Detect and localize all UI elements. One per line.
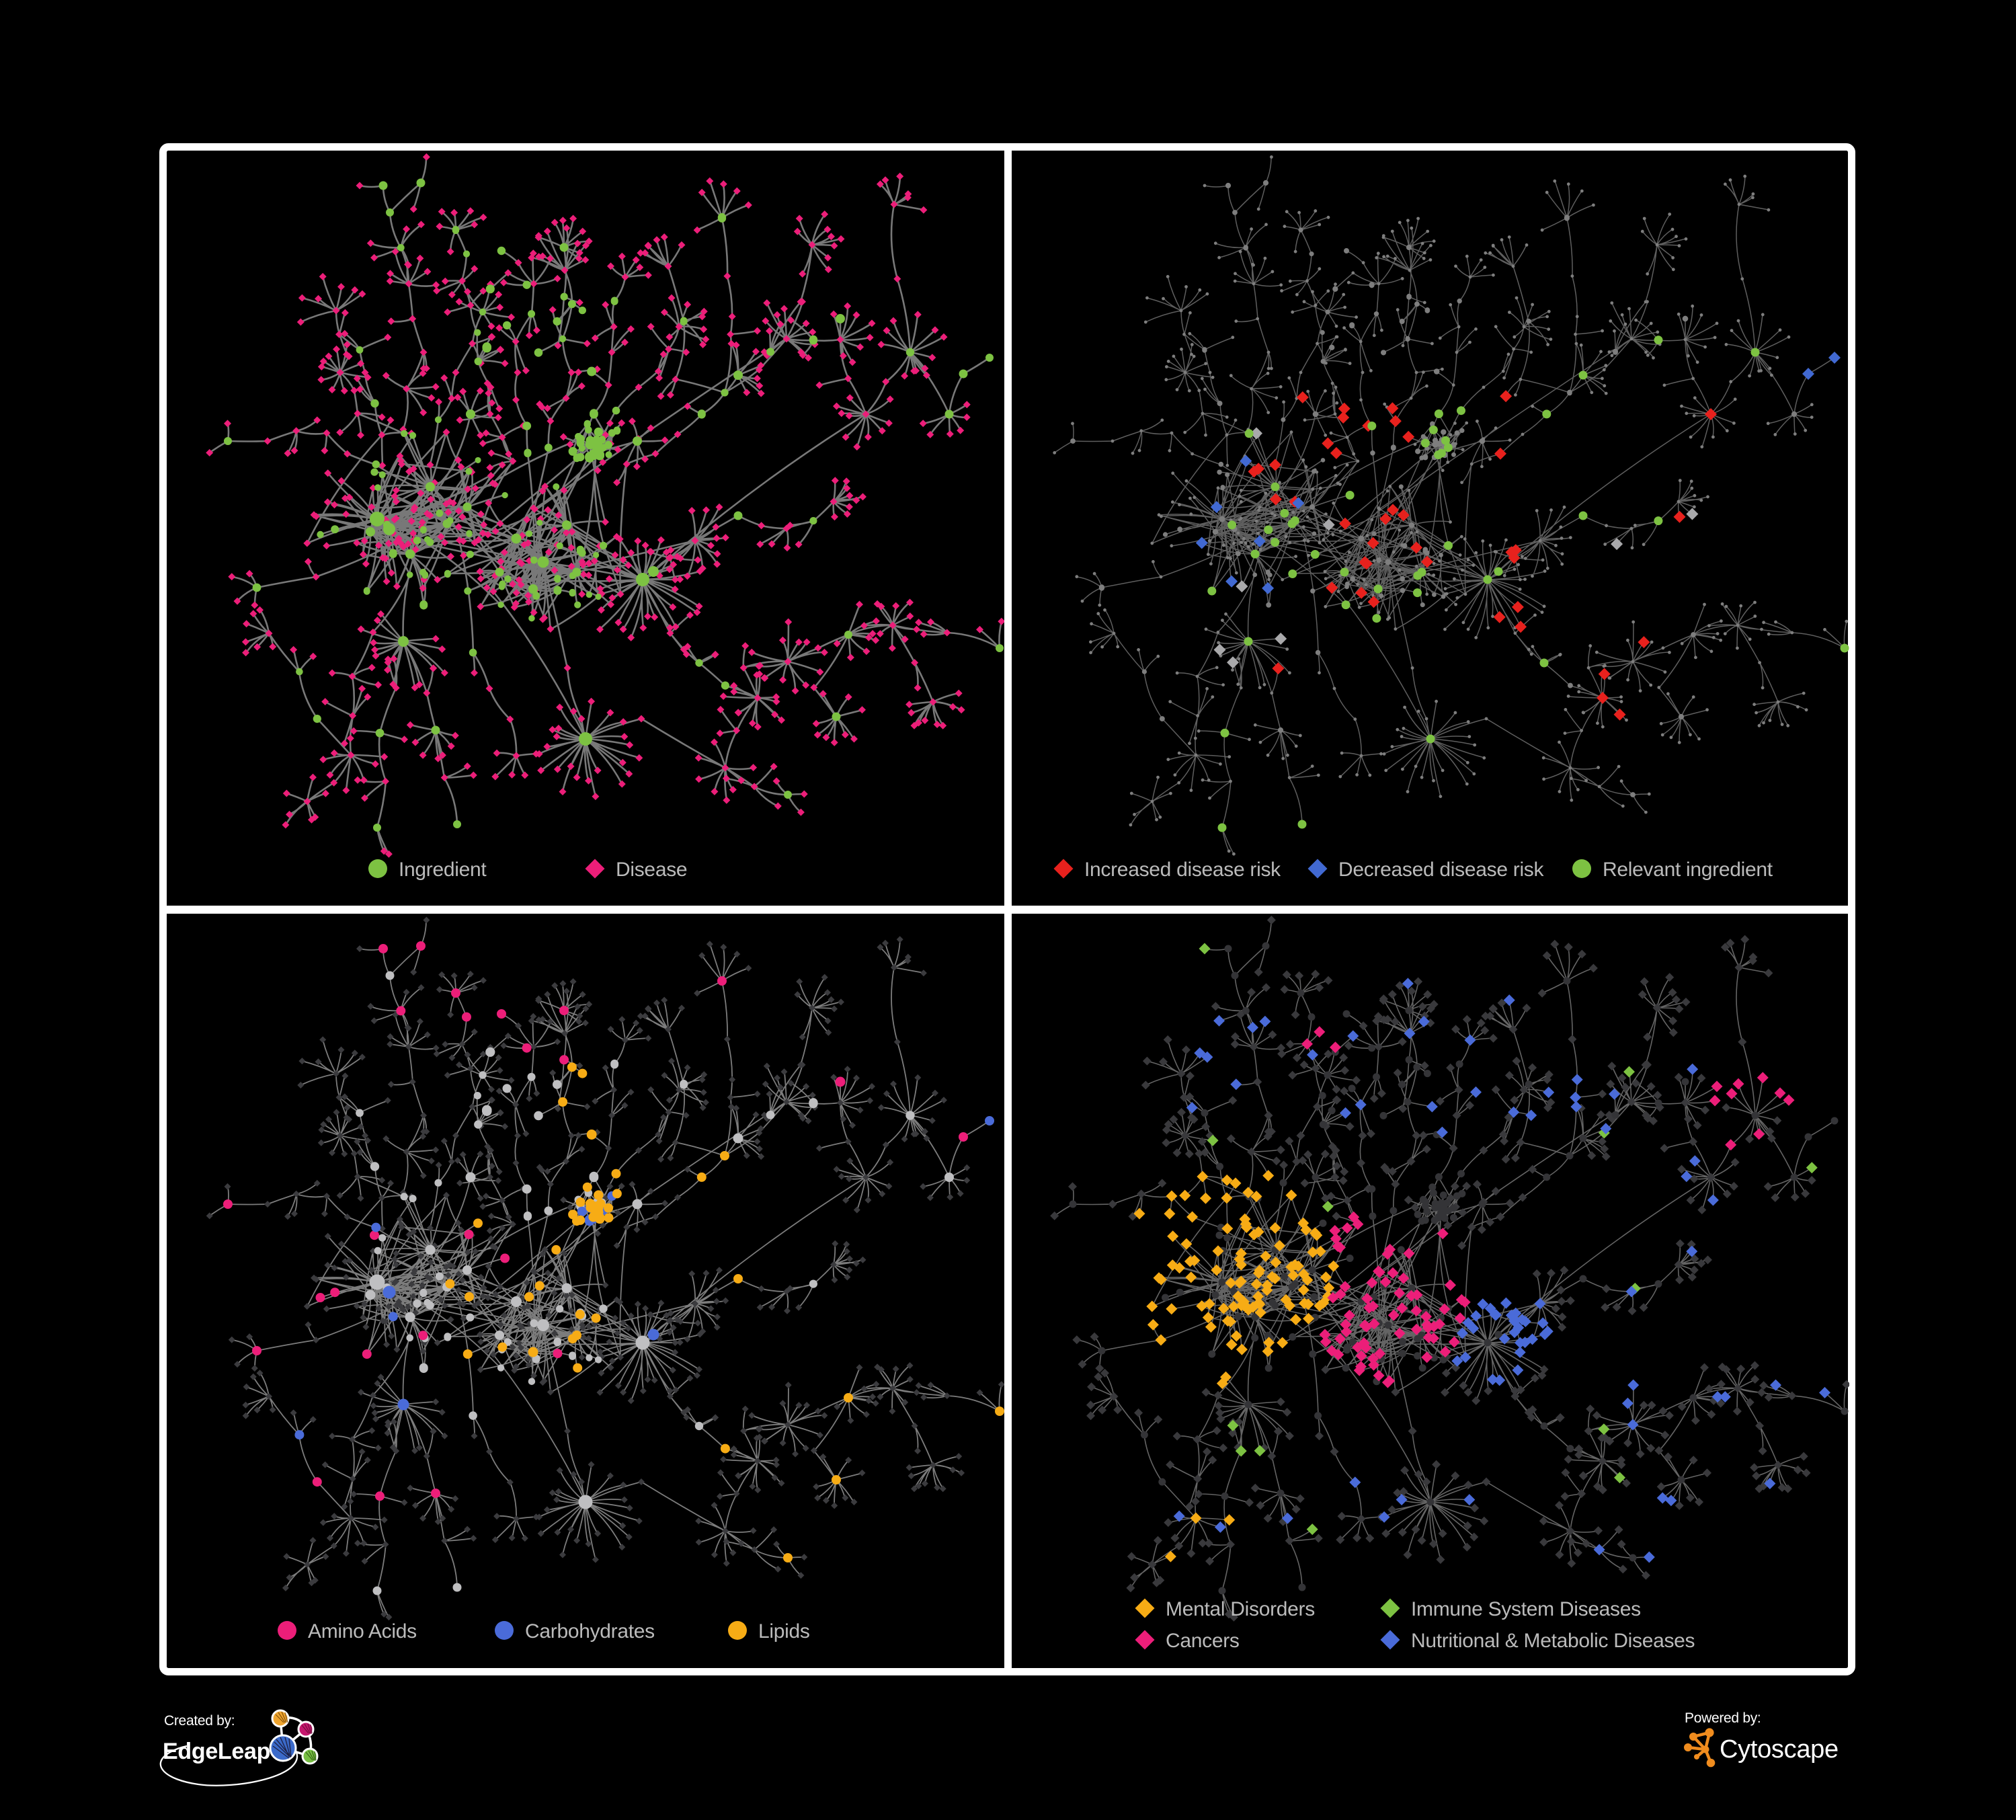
svg-text:Cytoscape: Cytoscape: [1720, 1735, 1839, 1764]
svg-text:Decreased disease risk: Decreased disease risk: [1338, 859, 1545, 881]
svg-text:Ingredient: Ingredient: [399, 859, 487, 881]
svg-text:Cancers: Cancers: [1166, 1630, 1240, 1652]
svg-text:Mental Disorders: Mental Disorders: [1166, 1598, 1315, 1620]
svg-text:Disease: Disease: [616, 859, 687, 881]
svg-text:Created by:: Created by:: [164, 1713, 235, 1729]
svg-text:Immune System Diseases: Immune System Diseases: [1411, 1598, 1641, 1620]
svg-text:Amino Acids: Amino Acids: [308, 1620, 417, 1643]
svg-text:Increased disease risk: Increased disease risk: [1084, 859, 1281, 881]
svg-text:Nutritional & Metabolic Diseas: Nutritional & Metabolic Diseases: [1411, 1630, 1695, 1652]
svg-text:Carbohydrates: Carbohydrates: [525, 1620, 655, 1643]
svg-text:Relevant ingredient: Relevant ingredient: [1603, 859, 1773, 881]
svg-text:Powered by:: Powered by:: [1685, 1710, 1761, 1726]
svg-text:EdgeLeap: EdgeLeap: [163, 1739, 270, 1764]
svg-text:Lipids: Lipids: [758, 1620, 810, 1643]
